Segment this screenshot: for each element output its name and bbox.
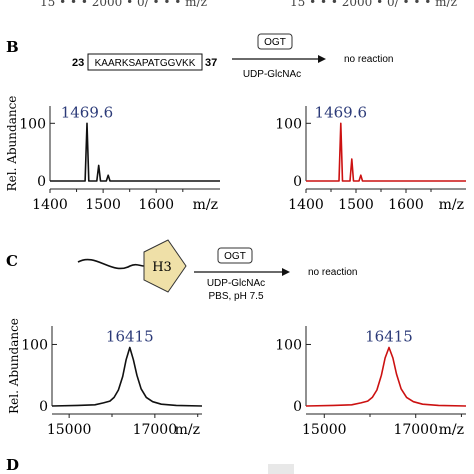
x-tick-label: 1500 bbox=[85, 197, 121, 213]
y-tick-label: 0 bbox=[293, 399, 302, 415]
reaction-arrowhead-b bbox=[318, 55, 326, 63]
reaction-arrowhead-c bbox=[282, 268, 290, 276]
peak-label: 1469.6 bbox=[61, 103, 114, 121]
x-tick-label: 1400 bbox=[288, 197, 324, 213]
peptide-box bbox=[87, 53, 203, 71]
x-tick-label: 1600 bbox=[388, 197, 424, 213]
panel-c-header: C H3 OGT UDP-GlcNAc PBS, pH 7.5 no react… bbox=[6, 239, 357, 302]
result-c: no reaction bbox=[308, 267, 357, 278]
panel-d-letter: D bbox=[6, 456, 19, 474]
y-tick-label: 100 bbox=[275, 337, 302, 353]
h3-shape bbox=[143, 239, 187, 293]
peptide-end: 37 bbox=[205, 57, 217, 69]
x-axis-label: m/z bbox=[439, 197, 464, 213]
y-tick-label: 100 bbox=[19, 116, 46, 132]
cofactor-c: UDP-GlcNAc bbox=[207, 278, 265, 289]
ogt-box-b bbox=[257, 33, 293, 50]
series-trace bbox=[306, 122, 466, 182]
x-axis-label: m/z bbox=[175, 422, 200, 438]
panel-b-letter: B bbox=[6, 38, 19, 56]
y-axis-label: Rel. Abundance bbox=[7, 318, 21, 414]
top-fragment-right: 15 • • • 2000 • 0/ • • • m/z bbox=[290, 0, 457, 9]
x-axis-label: m/z bbox=[193, 197, 218, 213]
peak-label: 1469.6 bbox=[315, 103, 368, 121]
panel-b-header: B 23 KAARKSAPATGGVKK 37 OGT UDP-GlcNAc n… bbox=[6, 33, 393, 80]
y-tick-label: 100 bbox=[21, 337, 48, 353]
cofactor-b: UDP-GlcNAc bbox=[243, 69, 301, 80]
top-fragment-left: 15 • • • 2000 • 0/ • • • m/z bbox=[40, 0, 207, 9]
x-tick-label: 1400 bbox=[32, 197, 68, 213]
series-trace bbox=[305, 346, 467, 407]
x-tick-label: 15000 bbox=[47, 422, 92, 438]
panel-d-fragment bbox=[268, 464, 294, 474]
chart-b-right: 1400 1500 1600 m/z 0 100 1469.6 bbox=[275, 103, 466, 213]
ogt-label-b: OGT bbox=[264, 37, 286, 48]
x-axis-label: m/z bbox=[439, 422, 464, 438]
chart-c-right: 15000 17000 m/z 0 100 16415 bbox=[275, 326, 467, 438]
peak-label: 16415 bbox=[365, 328, 413, 346]
histone-tail bbox=[77, 258, 145, 270]
peptide-sequence: KAARKSAPATGGVKK bbox=[95, 58, 196, 69]
series-trace bbox=[51, 346, 203, 407]
x-tick-label: 17000 bbox=[133, 422, 178, 438]
series-trace bbox=[50, 122, 220, 182]
ogt-box-c bbox=[217, 247, 253, 264]
x-tick-label: 17000 bbox=[393, 422, 438, 438]
h3-label: H3 bbox=[152, 260, 172, 275]
ogt-label-c: OGT bbox=[224, 251, 246, 262]
x-tick-label: 15000 bbox=[302, 422, 347, 438]
y-axis-label: Rel. Abundance bbox=[5, 96, 19, 192]
peak-label: 16415 bbox=[106, 328, 154, 346]
panel-c-letter: C bbox=[6, 252, 18, 270]
result-b: no reaction bbox=[344, 54, 393, 65]
x-tick-label: 1500 bbox=[338, 197, 374, 213]
peptide-start: 23 bbox=[72, 57, 84, 69]
y-tick-label: 0 bbox=[37, 174, 46, 190]
buffer-c: PBS, pH 7.5 bbox=[208, 291, 263, 302]
y-tick-label: 0 bbox=[293, 174, 302, 190]
y-tick-label: 100 bbox=[275, 116, 302, 132]
y-tick-label: 0 bbox=[39, 399, 48, 415]
x-tick-label: 1600 bbox=[138, 197, 174, 213]
